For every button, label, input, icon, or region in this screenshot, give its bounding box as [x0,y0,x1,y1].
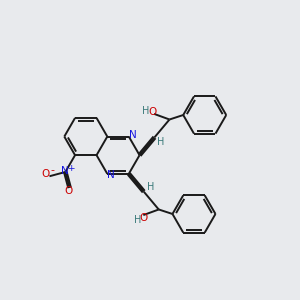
Text: N: N [128,130,136,140]
Text: H: H [147,182,154,192]
Text: O: O [148,107,157,117]
Text: O: O [42,169,50,179]
Text: +: + [68,164,75,173]
Text: H: H [142,106,150,116]
Text: O: O [64,186,72,197]
Text: N: N [61,166,69,176]
Text: H: H [158,137,165,147]
Text: -: - [50,165,55,175]
Text: H: H [134,215,141,226]
Text: O: O [139,213,147,223]
Text: N: N [107,170,115,180]
